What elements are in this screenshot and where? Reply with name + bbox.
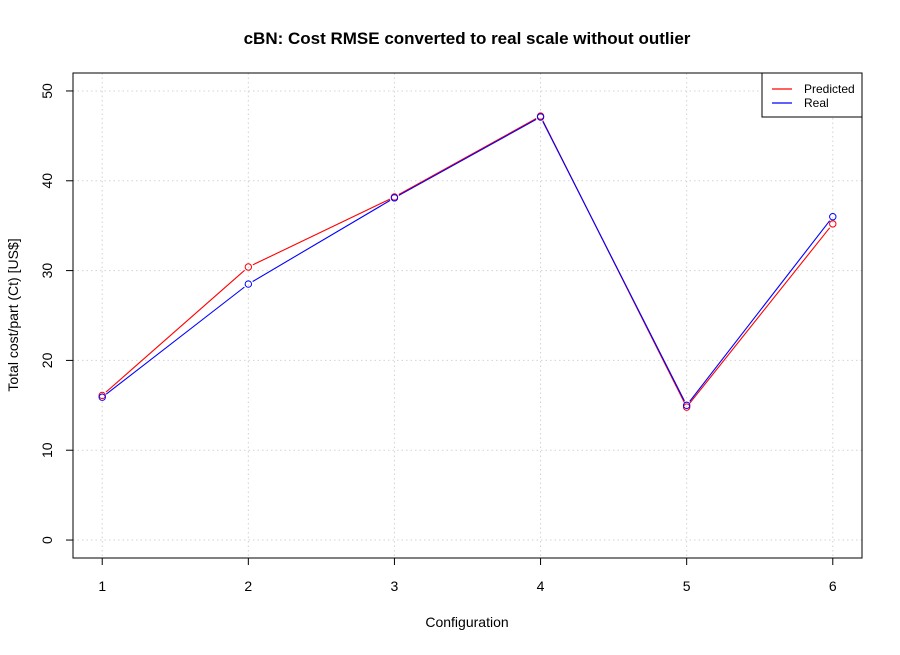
- legend-label: Real: [804, 96, 829, 110]
- data-point: [244, 263, 253, 271]
- data-point: [829, 220, 837, 228]
- series-line-segment: [398, 118, 537, 196]
- y-tick-label: 0: [39, 536, 55, 544]
- legend-label: Predicted: [804, 82, 855, 96]
- data-point: [244, 280, 253, 288]
- series-line-segment: [542, 121, 685, 402]
- x-axis: 1 2 3 4 5 6: [98, 557, 837, 594]
- series-line-segment: [252, 199, 391, 282]
- x-tick-label: 2: [244, 578, 252, 594]
- y-tick-label: 20: [39, 352, 55, 368]
- x-tick-label: 5: [683, 578, 691, 594]
- series-line-segment: [252, 198, 391, 266]
- y-tick-label: 40: [39, 173, 55, 189]
- chart-title: cBN: Cost RMSE converted to real scale w…: [244, 29, 691, 48]
- legend-box: [761, 72, 863, 118]
- x-tick-label: 4: [537, 578, 545, 594]
- y-tick-label: 10: [39, 442, 55, 458]
- series-line-segment: [105, 286, 245, 395]
- x-tick-label: 1: [98, 578, 106, 594]
- y-axis: 0 10 20 30 40 50: [39, 83, 74, 544]
- y-tick-label: 50: [39, 83, 55, 99]
- y-tick-label: 30: [39, 263, 55, 279]
- x-tick-label: 6: [829, 578, 837, 594]
- x-axis-label: Configuration: [425, 614, 508, 630]
- data-series: [98, 112, 837, 411]
- series-line-segment: [689, 220, 831, 402]
- y-axis-label: Total cost/part (Ct) [US$]: [5, 238, 21, 391]
- series-line-segment: [398, 118, 537, 196]
- data-point: [536, 113, 545, 121]
- series-line-segment: [105, 269, 245, 393]
- x-tick-label: 3: [391, 578, 399, 594]
- series-line-segment: [689, 227, 831, 404]
- data-point: [829, 213, 837, 221]
- data-point: [390, 194, 399, 202]
- data-point: [682, 401, 691, 410]
- data-point: [98, 393, 106, 401]
- grid-lines: [73, 73, 862, 558]
